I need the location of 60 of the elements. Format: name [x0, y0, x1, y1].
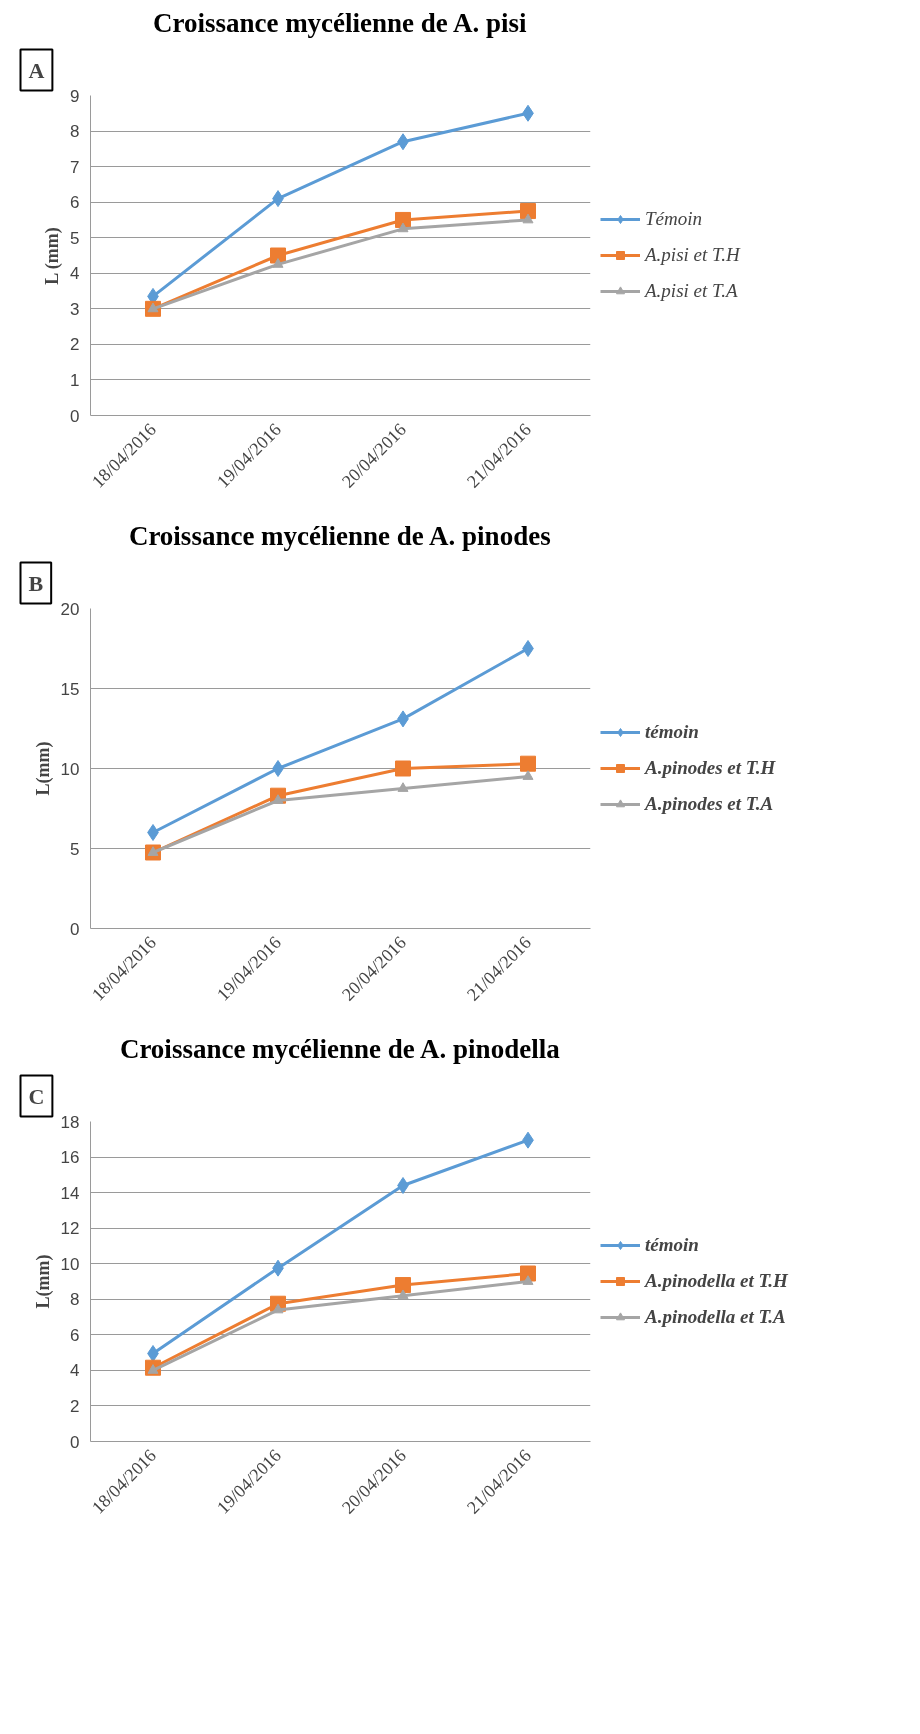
point	[395, 1277, 411, 1294]
y-tick-label: 8	[70, 122, 80, 142]
y-axis-title: L (mm)	[42, 227, 64, 285]
y-tick-label: 15	[60, 679, 80, 699]
y-axis-title: L(mm)	[32, 1254, 54, 1309]
y-tick-label: 8	[70, 1290, 80, 1310]
y-tick-label: 4	[70, 1361, 80, 1381]
point	[397, 1177, 409, 1194]
point	[397, 1289, 409, 1300]
y-tick-label: 7	[70, 157, 80, 177]
y-tick-label: 0	[70, 919, 80, 939]
point	[520, 203, 536, 220]
text: B	[28, 570, 44, 596]
y-tick-label: 5	[70, 228, 80, 248]
legend-label: A.pisi et T.H	[645, 244, 740, 266]
y-tick-label: 3	[70, 299, 80, 319]
point	[395, 211, 411, 228]
y-tick-label: 12	[60, 1219, 80, 1239]
y-tick-label: 2	[70, 335, 80, 355]
y-tick-label: 18	[60, 1112, 80, 1132]
legend-label: A.pinodella et T.A	[645, 1306, 786, 1328]
legend-label: A.pinodes et T.H	[645, 757, 776, 779]
y-axis-title: L(mm)	[32, 741, 54, 796]
text: C	[28, 1083, 45, 1109]
legend-label: témoin	[645, 721, 699, 743]
legend-label: témoin	[645, 1234, 699, 1256]
legend-label: A.pinodella et T.H	[645, 1270, 788, 1292]
chart-title: Croissance mycélienne de A. pinodes	[128, 520, 551, 551]
legend-label: A.pisi et T.A	[645, 280, 738, 302]
point	[520, 755, 536, 772]
chart-title: Croissance mycélienne de A. pinodella	[119, 1033, 561, 1064]
point	[397, 222, 409, 233]
point	[522, 770, 534, 780]
point	[395, 760, 411, 777]
y-tick-label: 6	[70, 193, 80, 213]
y-tick-label: 2	[70, 1396, 80, 1416]
y-tick-label: 6	[70, 1325, 80, 1345]
legend-label: Témoin	[645, 208, 702, 230]
point	[522, 1275, 534, 1285]
point	[522, 213, 534, 224]
y-tick-label: 0	[70, 1432, 80, 1452]
y-tick-label: 0	[70, 406, 80, 426]
legend-label: A.pinodes et T.A	[645, 793, 774, 815]
y-tick-label: 4	[70, 264, 80, 284]
point	[147, 824, 159, 841]
y-tick-label: 14	[60, 1183, 80, 1203]
point	[522, 640, 534, 657]
y-tick-label: 20	[60, 599, 80, 619]
point	[147, 1345, 159, 1362]
y-tick-label: 10	[60, 1254, 80, 1274]
y-tick-label: 10	[60, 759, 80, 779]
point	[397, 782, 409, 792]
y-tick-label: 16	[60, 1148, 80, 1168]
text: A	[28, 57, 45, 83]
y-tick-label: 9	[70, 86, 80, 106]
point	[272, 760, 284, 777]
y-tick-label: 1	[70, 370, 80, 390]
point	[272, 258, 284, 268]
chart-title: Croissance mycélienne de A. pisi	[152, 7, 528, 38]
y-tick-label: 5	[70, 839, 80, 859]
